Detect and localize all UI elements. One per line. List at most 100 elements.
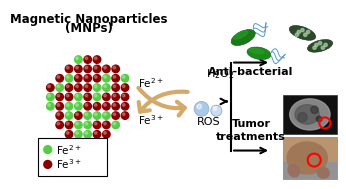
Circle shape [85, 66, 88, 69]
Circle shape [94, 85, 97, 88]
Circle shape [74, 130, 83, 139]
Circle shape [76, 85, 78, 88]
Circle shape [76, 57, 78, 60]
Circle shape [83, 130, 92, 139]
Text: Fe$^{2+}$: Fe$^{2+}$ [56, 143, 82, 156]
Circle shape [94, 57, 97, 60]
Circle shape [104, 76, 106, 78]
Circle shape [303, 33, 307, 36]
Circle shape [93, 74, 101, 83]
Circle shape [66, 76, 69, 78]
Circle shape [85, 94, 88, 97]
Circle shape [48, 104, 51, 106]
Text: Anti-bacterial: Anti-bacterial [208, 67, 294, 77]
Text: ROS: ROS [197, 117, 221, 127]
Circle shape [122, 104, 125, 106]
Circle shape [297, 30, 300, 34]
Circle shape [298, 113, 307, 122]
Circle shape [122, 85, 125, 88]
Circle shape [76, 122, 78, 125]
Circle shape [324, 43, 327, 47]
Circle shape [76, 132, 78, 134]
Circle shape [311, 106, 318, 113]
Circle shape [65, 130, 73, 139]
Circle shape [66, 85, 69, 88]
Circle shape [113, 94, 116, 97]
Circle shape [43, 145, 52, 154]
Circle shape [83, 111, 92, 120]
Circle shape [85, 76, 88, 78]
Circle shape [301, 29, 304, 32]
Circle shape [313, 46, 316, 49]
Circle shape [94, 66, 97, 69]
Circle shape [46, 102, 55, 111]
Ellipse shape [287, 142, 327, 174]
Circle shape [102, 130, 111, 139]
Circle shape [83, 74, 92, 83]
Circle shape [57, 122, 60, 125]
Circle shape [85, 132, 88, 134]
FancyBboxPatch shape [283, 95, 337, 134]
Circle shape [65, 83, 73, 92]
Circle shape [113, 104, 116, 106]
Circle shape [102, 111, 111, 120]
Circle shape [83, 102, 92, 111]
Circle shape [104, 94, 106, 97]
Circle shape [102, 83, 111, 92]
Circle shape [76, 66, 78, 69]
Ellipse shape [295, 105, 319, 124]
Circle shape [316, 116, 322, 122]
Circle shape [74, 83, 83, 92]
Circle shape [93, 121, 101, 129]
Circle shape [94, 76, 97, 78]
Circle shape [93, 83, 101, 92]
Circle shape [57, 113, 60, 116]
Circle shape [111, 111, 120, 120]
Circle shape [111, 64, 120, 73]
Circle shape [104, 66, 106, 69]
Circle shape [121, 74, 129, 83]
Text: Magnetic Nanoparticles: Magnetic Nanoparticles [10, 13, 167, 26]
Circle shape [111, 92, 120, 101]
Circle shape [48, 94, 51, 97]
Circle shape [57, 76, 60, 78]
FancyArrowPatch shape [139, 92, 188, 112]
Circle shape [55, 121, 64, 129]
Circle shape [111, 102, 120, 111]
Circle shape [85, 85, 88, 88]
Circle shape [74, 102, 83, 111]
Circle shape [74, 121, 83, 129]
Circle shape [113, 122, 116, 125]
Circle shape [306, 30, 310, 34]
Circle shape [55, 74, 64, 83]
Text: H$_2$O$_2$: H$_2$O$_2$ [206, 67, 235, 81]
Circle shape [102, 121, 111, 129]
Circle shape [85, 104, 88, 106]
Circle shape [65, 121, 73, 129]
Ellipse shape [289, 26, 316, 40]
Circle shape [57, 104, 60, 106]
Circle shape [76, 76, 78, 78]
Circle shape [93, 55, 101, 64]
Circle shape [46, 92, 55, 101]
Circle shape [46, 83, 55, 92]
Text: Fe$^{3+}$: Fe$^{3+}$ [56, 157, 82, 171]
Circle shape [94, 104, 97, 106]
Circle shape [94, 122, 97, 125]
Circle shape [211, 105, 222, 116]
Circle shape [122, 113, 125, 116]
Circle shape [85, 122, 88, 125]
Circle shape [66, 104, 69, 106]
Circle shape [121, 111, 129, 120]
Circle shape [102, 102, 111, 111]
Circle shape [295, 33, 299, 36]
Text: (MNPs): (MNPs) [65, 22, 112, 35]
Circle shape [104, 132, 106, 134]
Circle shape [76, 94, 78, 97]
Circle shape [83, 64, 92, 73]
Circle shape [55, 111, 64, 120]
Circle shape [197, 104, 201, 109]
Circle shape [213, 107, 217, 110]
Circle shape [102, 74, 111, 83]
Circle shape [318, 41, 322, 45]
